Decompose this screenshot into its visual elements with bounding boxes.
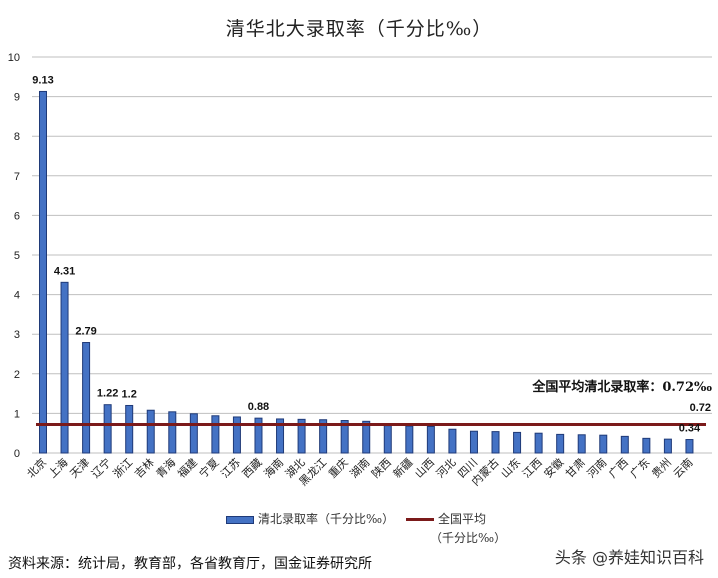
gridlines [32,56,712,454]
category-label: 山东 [498,456,523,481]
average-annotation: 全国平均清北录取率：0.72‰ [531,379,712,395]
legend-line-label-2: （千分比‰） [430,531,507,545]
bar [513,431,522,454]
bar [577,434,586,454]
bar [491,431,500,454]
category-label: 浙江 [111,456,136,481]
y-tick-label: 4 [14,290,20,302]
category-label: 西藏 [240,456,265,481]
category-label: 海南 [261,455,286,480]
bar-value-label: 1.22 [97,388,118,400]
y-tick-label: 1 [14,408,20,420]
average-value-label: 0.72 [690,402,711,414]
value-labels: 9.13 4.31 2.79 1.22 1.2 0.88 0.34 [32,74,701,434]
bar-value-label: 2.79 [75,326,96,338]
category-label: 广西 [606,456,631,481]
bar-chart: 0 1 2 3 4 5 6 7 8 9 10 9.13 4.31 2.79 1.22 1.2 0.88 0.34… [8,52,712,488]
bar-value-label: 9.13 [32,74,53,86]
category-label: 重庆 [325,455,350,480]
category-label: 新疆 [390,455,415,480]
bar [168,411,177,454]
bar [276,418,285,454]
legend-bar-label: 清北录取率（千分比‰） [258,512,395,526]
bar-value-label: 1.2 [122,388,137,400]
bar [340,420,349,454]
bar [125,404,134,454]
category-label: 山西 [412,456,437,481]
bar [685,439,694,454]
category-label: 江西 [520,456,545,481]
bar [39,90,47,454]
bar [254,417,263,454]
category-label: 上海 [45,455,70,480]
bar [663,438,672,454]
bar [319,419,328,454]
category-label: 吉林 [131,455,156,480]
category-label: 甘肃 [563,456,588,481]
bar [362,420,371,454]
bar [189,413,198,454]
legend-line-label-1: 全国平均 [438,512,487,526]
bar [448,428,457,454]
category-label: 湖南 [348,456,373,481]
category-label: 安徽 [541,455,566,480]
y-tick-label: 7 [14,171,20,183]
bar-swatch-icon [226,515,254,524]
bars [39,90,694,454]
y-tick-label: 10 [8,52,20,64]
y-tick-label: 5 [14,250,20,262]
line-swatch-icon [406,518,434,521]
bar [534,432,543,454]
y-tick-label: 0 [14,448,20,460]
legend-line: 全国平均 （千分比‰） [406,510,506,546]
category-label: 青海 [153,455,178,480]
bar [599,434,608,454]
bar [146,409,155,454]
y-axis-ticks: 0 1 2 3 4 5 6 7 8 9 10 [8,52,20,460]
category-label: 辽宁 [88,455,113,480]
bar [297,418,306,454]
y-tick-label: 2 [14,369,20,381]
bar [426,425,435,454]
category-label: 云南 [671,456,696,481]
bar [469,430,478,454]
y-tick-label: 9 [14,92,20,104]
category-label: 福建 [175,455,200,480]
bar [383,425,392,454]
bar [620,435,629,454]
bar [211,415,220,454]
source-note: 资料来源：统计局，教育部，各省教育厅，国金证券研究所 [8,556,372,572]
bar [556,433,565,454]
category-label: 天津 [67,456,92,481]
category-label: 贵州 [649,456,674,481]
category-label: 江苏 [218,456,243,481]
legend-bar: 清北录取率（千分比‰） [226,510,394,527]
category-label: 陕西 [368,455,393,480]
bar-value-label: 0.88 [248,401,269,413]
bar [103,404,112,454]
watermark: 头条 @养娃知识百科 [554,548,704,567]
bar [82,342,91,454]
bar [60,281,69,454]
y-tick-label: 8 [14,131,20,143]
bar-value-label: 0.34 [679,423,701,435]
bar [405,425,414,454]
bar [232,416,241,454]
chart-title: 清华北大录取率（千分比‰） [225,18,493,40]
category-label: 宁夏 [196,455,221,480]
bar [642,437,651,454]
y-tick-label: 6 [14,210,20,222]
category-label: 北京 [24,455,49,480]
category-label: 广东 [628,456,653,481]
bar-value-label: 4.31 [54,265,75,277]
y-tick-label: 3 [14,329,20,341]
category-label: 河北 [434,456,459,481]
category-label: 河南 [585,456,610,481]
category-labels: 北京上海天津辽宁浙江吉林青海福建宁夏江苏西藏海南湖北黑龙江重庆湖南陕西新疆山西河… [24,455,696,488]
